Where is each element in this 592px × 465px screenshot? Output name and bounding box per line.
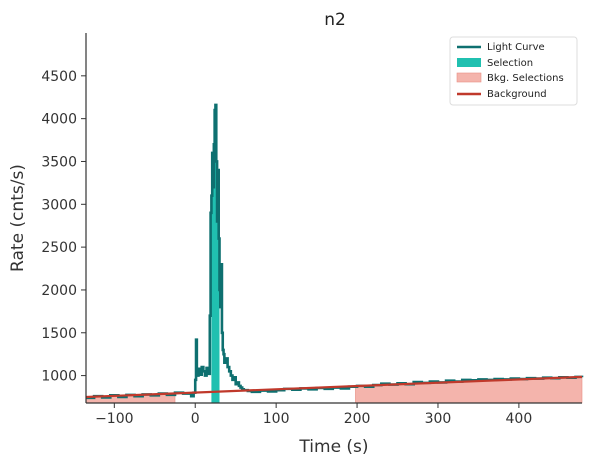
x-tick-label: 300 bbox=[425, 411, 452, 427]
y-tick-label: 1500 bbox=[41, 326, 77, 342]
legend-label-bkg-selections: Bkg. Selections bbox=[487, 73, 564, 84]
y-tick-label: 1000 bbox=[41, 369, 77, 385]
legend-box bbox=[449, 36, 578, 106]
x-tick-label: 0 bbox=[191, 411, 200, 427]
chart-title: n2 bbox=[324, 10, 346, 30]
y-ticks: 1000 1500 2000 2500 3000 3500 4000 4500 bbox=[41, 69, 86, 385]
plot-area bbox=[85, 103, 584, 404]
y-tick-label: 4000 bbox=[41, 112, 77, 128]
legend-label-selection: Selection bbox=[487, 58, 533, 69]
y-tick-label: 2000 bbox=[41, 283, 77, 299]
y-axis-label: Rate (cnts/s) bbox=[8, 164, 28, 272]
x-tick-label: 100 bbox=[263, 411, 290, 427]
selection-region bbox=[211, 104, 220, 403]
x-tick-label: −100 bbox=[95, 411, 133, 427]
background-model-line bbox=[85, 375, 583, 399]
x-tick-label: 200 bbox=[344, 411, 371, 427]
legend: Light Curve Selection Bkg. Selections Ba… bbox=[449, 36, 578, 106]
x-tick-label: 400 bbox=[506, 411, 533, 427]
y-tick-label: 3500 bbox=[41, 154, 77, 170]
legend-label-light-curve: Light Curve bbox=[487, 42, 545, 53]
x-axis-label: Time (s) bbox=[298, 437, 368, 457]
y-tick-label: 3000 bbox=[41, 197, 77, 213]
legend-swatch-selection bbox=[457, 58, 481, 67]
legend-swatch-bkg-selections bbox=[456, 72, 482, 83]
light-curve-line bbox=[86, 103, 584, 400]
x-ticks: −100 0 100 200 300 400 bbox=[95, 403, 532, 427]
y-tick-label: 4500 bbox=[41, 69, 77, 85]
legend-label-background: Background bbox=[487, 89, 547, 100]
y-tick-label: 2500 bbox=[41, 240, 77, 256]
